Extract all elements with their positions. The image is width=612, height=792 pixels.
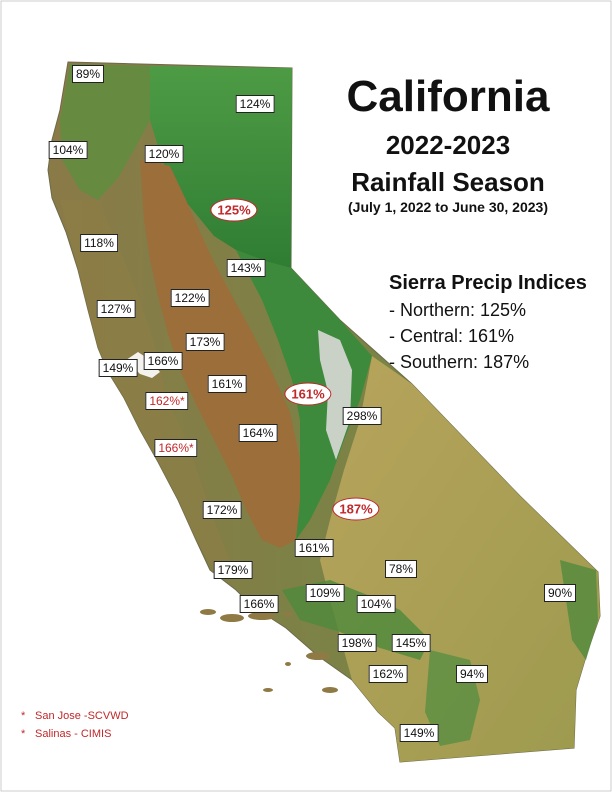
- season-years: 2022-2023: [385, 130, 511, 160]
- station-label-modesto: 161%: [207, 375, 247, 393]
- station-label-santa-barbara: 166%: [239, 595, 279, 613]
- station-label-bakersfield: 161%: [294, 539, 334, 557]
- station-label-oakland: 166%: [143, 352, 183, 370]
- season-subtitle: Rainfall Season: [351, 167, 545, 197]
- station-label-victorville: 104%: [356, 595, 396, 613]
- station-label-barstow: 78%: [384, 560, 418, 578]
- island-santa-cruz: [248, 612, 276, 620]
- sierra-index-central: - Central: 161%: [389, 326, 515, 346]
- island-san-nicolas: [263, 688, 273, 692]
- sierra-index-southern: - Southern: 187%: [389, 352, 530, 372]
- island-san-miguel: [200, 609, 216, 615]
- klamath-forest-region: [60, 64, 150, 200]
- station-label-salinas: 166%*: [154, 439, 198, 457]
- station-label-sacramento: 122%: [170, 289, 210, 307]
- footnote-marker: *: [21, 710, 26, 722]
- station-label-paso-robles: 172%: [202, 501, 242, 519]
- footnote-marker: *: [21, 728, 26, 740]
- sierra-oval-southern: 187%: [332, 497, 380, 521]
- station-label-riverside: 145%: [391, 634, 431, 652]
- footnote-text: Salinas - CIMIS: [35, 728, 112, 740]
- station-label-stockton: 173%: [185, 333, 225, 351]
- station-label-redding: 120%: [144, 145, 184, 163]
- island-santa-rosa: [220, 614, 244, 622]
- station-label-santa-rosa: 127%: [96, 300, 136, 318]
- sierra-index-northern: - Northern: 125%: [389, 300, 527, 320]
- station-label-bishop: 298%: [342, 407, 382, 425]
- station-label-alturas: 124%: [235, 95, 275, 113]
- footnote-san-jose: * San Jose -SCVWD: [21, 710, 129, 722]
- station-label-lancaster: 109%: [305, 584, 345, 602]
- station-label-palm-springs: 94%: [455, 665, 489, 683]
- sierra-indices-heading: Sierra Precip Indices: [389, 272, 587, 294]
- footnote-text: San Jose -SCVWD: [35, 710, 129, 722]
- station-label-los-angeles: 198%: [337, 634, 377, 652]
- station-label-san-diego: 149%: [399, 724, 439, 742]
- station-label-eureka: 104%: [48, 141, 88, 159]
- footnote-salinas: * Salinas - CIMIS: [21, 728, 111, 740]
- central-valley-region: [140, 160, 300, 548]
- southern-desert-region: [320, 356, 600, 762]
- station-label-blue-canyon: 143%: [226, 259, 266, 277]
- island-santa-barbara: [285, 662, 291, 666]
- island-san-clemente: [322, 687, 338, 693]
- station-label-ukiah: 118%: [80, 234, 118, 252]
- island-anacapa: [283, 612, 293, 616]
- island-santa-catalina: [306, 652, 330, 660]
- station-label-san-jose: 162%*: [145, 392, 189, 410]
- high-sierra-snow: [318, 330, 352, 460]
- station-label-san-francisco: 149%: [98, 359, 138, 377]
- coast-range-shading: [60, 200, 230, 570]
- station-label-needles: 90%: [543, 584, 577, 602]
- san-francisco-bay: [126, 352, 160, 378]
- sierra-oval-central: 161%: [284, 382, 332, 406]
- station-label-orange-county: 162%: [368, 665, 408, 683]
- map-title: California: [346, 72, 550, 121]
- sierra-oval-northern: 125%: [210, 198, 258, 222]
- station-label-crescent-city: 89%: [71, 65, 105, 83]
- station-label-santa-maria: 179%: [213, 561, 253, 579]
- season-date-range: (July 1, 2022 to June 30, 2023): [348, 199, 548, 215]
- station-label-fresno: 164%: [238, 424, 278, 442]
- northern-forest-region: [150, 66, 292, 268]
